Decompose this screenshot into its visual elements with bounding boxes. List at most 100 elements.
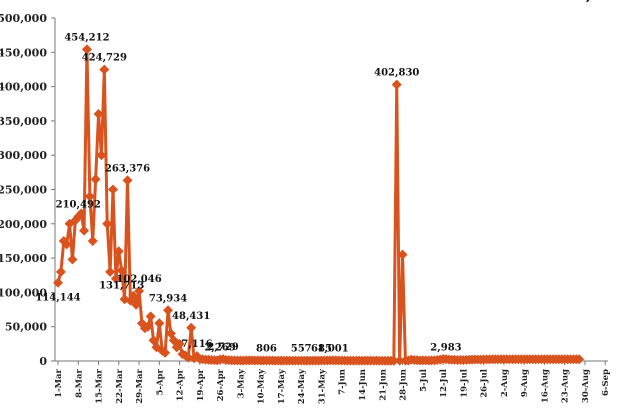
data-label: 424,729 [82, 53, 127, 64]
data-point [96, 150, 107, 161]
data-label: 557 [291, 344, 312, 355]
data-label: 48,431 [172, 311, 210, 322]
data-point [160, 347, 171, 358]
y-tick-label: 250,000 [0, 184, 47, 197]
x-tick-label: 26-Jul [480, 368, 490, 398]
data-point [183, 352, 194, 363]
data-point [174, 338, 185, 349]
x-tick-label: 10-May [257, 368, 267, 404]
data-label: 454,212 [64, 32, 109, 43]
x-tick-label: 15-Mar [95, 368, 105, 403]
x-tick-label: 23-Aug [561, 369, 571, 403]
data-point [67, 254, 78, 265]
data-point [76, 208, 87, 219]
y-tick-label: 50,000 [5, 321, 47, 334]
data-point [131, 299, 142, 310]
data-label: 2,269 [204, 342, 235, 353]
x-axis: 1-Mar 8-Mar 15-Mar 22-Mar 29-Mar 5-Apr 12-Apr 1… [54, 360, 611, 404]
data-point [108, 184, 119, 195]
series-markers [53, 44, 585, 366]
x-tick-label: 24-May [297, 368, 307, 404]
data-point [87, 235, 98, 246]
data-point [110, 273, 121, 284]
data-point [388, 355, 399, 366]
y-tick-label: 350,000 [0, 115, 47, 128]
data-point [154, 318, 165, 329]
data-label: 210,492 [56, 200, 101, 211]
data-label: 1,001 [317, 343, 348, 354]
y-tick-label: 200,000 [0, 218, 47, 231]
y-tick-label: 300,000 [0, 149, 47, 162]
data-point [105, 266, 116, 277]
x-tick-label: 19-Jul [459, 368, 469, 398]
y-axis: 0 50,000 100,000 150,000 200,000 250,000 300,0… [0, 12, 56, 368]
x-tick-label: 3-May [236, 368, 246, 398]
data-point [142, 321, 153, 332]
data-label: 7,116 [181, 339, 212, 350]
data-point [55, 266, 66, 277]
data-point [186, 322, 197, 333]
data-label: 402,830 [374, 68, 419, 79]
data-point [79, 225, 90, 236]
y-tick-label: 150,000 [0, 252, 47, 265]
data-label: 263,376 [105, 163, 150, 174]
data-point [81, 44, 92, 55]
data-point [84, 191, 95, 202]
x-tick-label: 7-Jun [338, 369, 348, 395]
data-point [145, 311, 156, 322]
x-tick-label: 6-Sep [601, 369, 611, 396]
x-tick-label: 12-Apr [176, 368, 186, 401]
x-tick-label: 19-Apr [196, 368, 206, 401]
data-label: 131,713 [99, 281, 144, 292]
x-tick-label: 9-Aug [520, 369, 530, 397]
x-tick-label: 12-Jul [439, 368, 449, 398]
x-tick-label: 16-Aug [540, 369, 550, 403]
series-path [56, 47, 580, 363]
data-point [119, 294, 130, 305]
y-tick-label: 400,000 [0, 81, 47, 94]
data-point [61, 239, 72, 250]
data-point [116, 265, 127, 276]
x-tick-label: 5-Jul [419, 368, 429, 392]
x-tick-label: 8-Mar [74, 368, 84, 397]
x-tick-label: 28-Jun [399, 369, 409, 401]
data-point [397, 249, 408, 260]
data-label: 806 [256, 343, 277, 354]
data-label: 685 [311, 344, 332, 355]
data-label: 2,489 [576, 0, 623, 4]
series-line [56, 47, 580, 363]
x-tick-label: 31-May [317, 368, 327, 404]
x-tick-label: 17-May [277, 368, 287, 404]
data-point [90, 174, 101, 185]
x-tick-label: 14-Jun [358, 369, 368, 401]
x-tick-label: 1-Mar [54, 368, 64, 397]
x-tick-label: 29-Mar [135, 368, 145, 403]
data-point [102, 218, 113, 229]
y-tick-label: 100,000 [0, 286, 47, 299]
y-tick-label: 0 [39, 355, 47, 368]
data-label: 2,729 [207, 342, 238, 353]
y-tick-label: 500,000 [0, 12, 47, 25]
x-tick-label: 5-Apr [155, 368, 165, 395]
data-point [128, 290, 139, 301]
x-tick-label: 21-Jun [378, 369, 388, 401]
data-label: 114,144 [35, 293, 80, 304]
data-point [394, 355, 405, 366]
data-point [391, 79, 402, 90]
y-tick-label: 450,000 [0, 46, 47, 59]
x-tick-label: 26-Apr [216, 368, 226, 401]
data-point [93, 109, 104, 120]
data-label: 102,046 [116, 274, 161, 285]
data-point [122, 175, 133, 186]
x-tick-label: 30-Aug [581, 369, 591, 403]
data-point [574, 354, 585, 365]
data-label: 2,983 [430, 342, 461, 353]
x-tick-label: 2-Aug [500, 369, 510, 397]
data-point [99, 64, 110, 75]
data-labels: 114,144 210,492 454,212 424,729 131,713 263,3… [35, 0, 622, 355]
data-point [53, 277, 63, 288]
data-label: 73,934 [149, 293, 187, 304]
data-point [163, 305, 174, 316]
data-point [113, 246, 124, 257]
